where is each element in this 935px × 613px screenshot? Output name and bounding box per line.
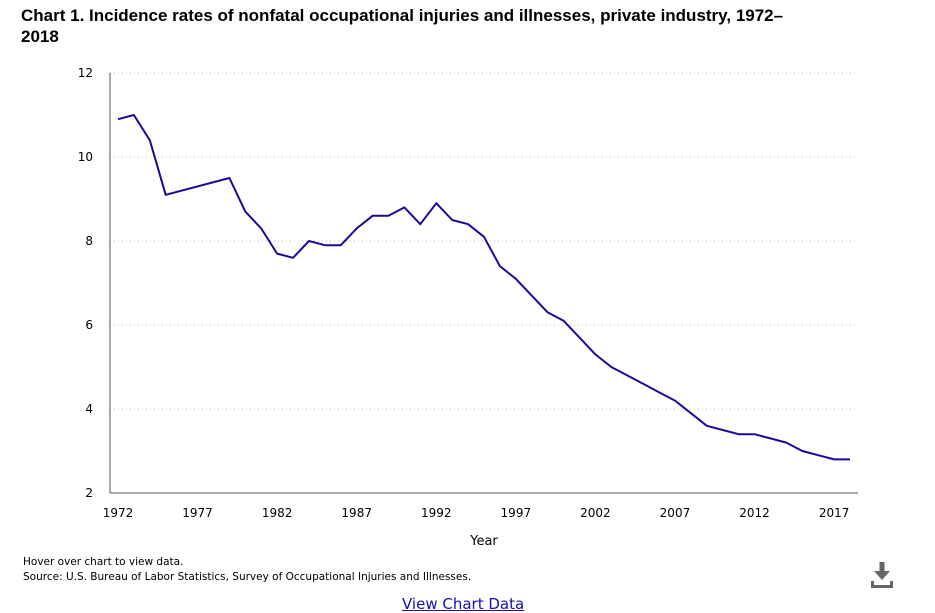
data-point[interactable]: 1972: 10.9 [114,115,122,123]
data-point[interactable]: 2000: 6.1 [560,317,568,325]
source-note: Source: U.S. Bureau of Labor Statistics,… [23,571,472,583]
series-line[interactable] [117,114,850,461]
data-point[interactable]: 1984: 8 [305,237,313,245]
data-point[interactable]: 1979: 9.5 [225,174,233,182]
axes [109,73,858,494]
y-tick-label: 2 [85,486,93,500]
data-point[interactable]: 2004: 4.8 [623,371,631,379]
data-point[interactable]: 2003: 5 [607,363,615,371]
data-point[interactable]: 1995: 8.1 [480,233,488,241]
data-point[interactable]: 1998: 6.7 [528,292,536,300]
data-point[interactable]: 1985: 7.9 [321,241,329,249]
x-tick-label: 2012 [739,506,770,520]
data-point[interactable]: 2011: 3.4 [735,430,743,438]
data-point[interactable]: 1987: 8.3 [353,224,361,232]
data-point[interactable]: 1983: 7.6 [289,254,297,262]
series-layer[interactable]: 1972: 10.9 1973: 11 1974: 10.4 1975: 9.1 197… [114,111,854,463]
y-tick-label: 4 [85,402,93,416]
chart-notes: Hover over chart to view data. Source: U… [23,555,471,585]
data-point[interactable]: 2013: 3.3 [766,434,774,442]
data-point[interactable]: 2006: 4.4 [655,388,663,396]
data-point[interactable]: 2001: 5.7 [575,334,583,342]
data-point[interactable]: 1992: 8.9 [432,199,440,207]
data-point[interactable]: 1980: 8.7 [241,208,249,216]
data-point[interactable]: 2016: 2.9 [814,451,822,459]
data-point[interactable]: 1996: 7.4 [496,262,504,270]
data-point[interactable]: 1997: 7.1 [512,275,520,283]
gridlines [110,72,858,410]
y-tick-label: 12 [78,66,93,80]
line-chart[interactable]: 2 4 6 8 10 12 1972 1977 1982 1987 1992 1997 2002 200… [0,0,935,560]
y-tick-label: 6 [85,318,93,332]
view-chart-data-link[interactable]: View Chart Data [402,595,525,613]
data-point[interactable]: 2007: 4.2 [671,397,679,405]
hover-note: Hover over chart to view data. [23,556,184,568]
data-point[interactable]: 2002: 5.3 [591,350,599,358]
x-tick-label: 1972 [103,506,134,520]
data-point[interactable]: 1993: 8.5 [448,216,456,224]
data-point[interactable]: 1994: 8.4 [464,220,472,228]
chart-title: Chart 1. Incidence rates of nonfatal occ… [21,6,784,46]
data-point[interactable]: 2018: 2.8 [846,455,854,463]
data-point[interactable]: 2017: 2.8 [830,455,838,463]
download-icon [871,562,893,588]
data-point[interactable]: 2015: 3 [798,447,806,455]
data-point[interactable]: 1991: 8.4 [416,220,424,228]
data-point[interactable]: 1989: 8.6 [385,212,393,220]
data-point[interactable]: 2009: 3.6 [703,422,711,430]
data-point[interactable]: 2005: 4.6 [639,380,647,388]
data-point[interactable]: 1999: 6.3 [544,308,552,316]
x-tick-label: 1982 [262,506,293,520]
x-tick-label: 1997 [501,506,532,520]
y-axis-tick-labels: 2 4 6 8 10 12 [78,66,93,500]
y-tick-label: 8 [85,234,93,248]
data-point[interactable]: 2014: 3.2 [782,439,790,447]
download-button[interactable] [867,561,897,591]
data-point[interactable]: 2010: 3.5 [719,426,727,434]
data-point[interactable]: 1990: 8.8 [400,203,408,211]
data-point[interactable]: 2008: 3.9 [687,409,695,417]
x-axis-title: Year [469,534,498,549]
data-point[interactable]: 1986: 7.9 [337,241,345,249]
data-point[interactable]: 1988: 8.6 [369,212,377,220]
x-axis-tick-labels: 1972 1977 1982 1987 1992 1997 2002 2007 2012 2017 [103,506,850,520]
data-point[interactable]: 1975: 9.1 [162,191,170,199]
x-tick-label: 1977 [182,506,213,520]
data-point[interactable]: 1981: 8.3 [257,224,265,232]
data-point[interactable]: 1974: 10.4 [146,136,154,144]
x-tick-label: 2002 [580,506,611,520]
data-point[interactable]: 2012: 3.4 [751,430,759,438]
x-tick-label: 2007 [660,506,691,520]
x-tick-label: 1992 [421,506,452,520]
data-point[interactable]: 1973: 11 [130,111,138,119]
y-tick-label: 10 [78,150,93,164]
data-point[interactable]: 1982: 7.7 [273,250,281,258]
x-tick-label: 2017 [819,506,850,520]
x-tick-label: 1987 [341,506,372,520]
